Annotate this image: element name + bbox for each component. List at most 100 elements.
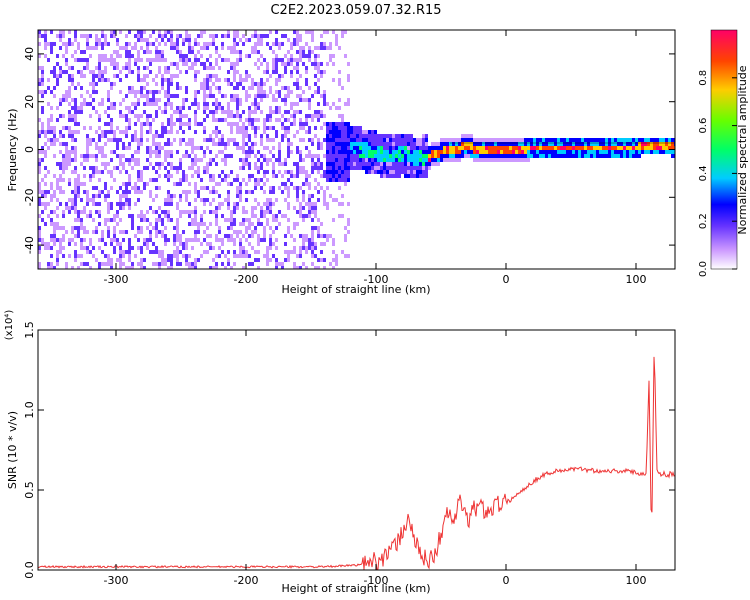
heatmap-cell: [260, 226, 263, 230]
heatmap-cell: [269, 54, 272, 58]
heatmap-cell: [83, 174, 86, 178]
heatmap-cell: [299, 82, 302, 86]
heatmap-cell: [89, 46, 92, 50]
heatmap-cell: [209, 98, 212, 102]
heatmap-cell: [242, 146, 245, 150]
heatmap-cell: [242, 114, 245, 118]
heatmap-cell: [212, 150, 215, 154]
heatmap-cell: [263, 210, 266, 214]
heatmap-cell: [251, 82, 254, 86]
heatmap-cell: [119, 78, 122, 82]
heatmap-cell: [140, 66, 143, 70]
heatmap-cell: [224, 250, 227, 254]
heatmap-cell: [71, 126, 74, 130]
heatmap-cell: [149, 262, 152, 266]
heatmap-cell: [350, 134, 353, 138]
heatmap-cell: [248, 54, 251, 58]
heatmap-cell: [149, 150, 152, 154]
heatmap-cell: [74, 162, 77, 166]
heatmap-cell: [338, 42, 341, 46]
heatmap-cell: [233, 110, 236, 114]
heatmap-cell: [365, 178, 368, 182]
heatmap-cell: [344, 178, 347, 182]
heatmap-cell: [188, 126, 191, 130]
heatmap-cell: [248, 74, 251, 78]
heatmap-cell: [272, 174, 275, 178]
heatmap-cell: [113, 58, 116, 62]
heatmap-cell: [158, 198, 161, 202]
heatmap-cell: [41, 90, 44, 94]
heatmap-cell: [71, 78, 74, 82]
heatmap-cell: [197, 198, 200, 202]
heatmap-cell: [293, 242, 296, 246]
heatmap-cell: [104, 194, 107, 198]
heatmap-cell: [143, 198, 146, 202]
heatmap-cell: [92, 170, 95, 174]
heatmap-cell: [344, 182, 347, 186]
heatmap-cell: [188, 50, 191, 54]
heatmap-cell: [107, 178, 110, 182]
heatmap-cell: [167, 218, 170, 222]
heatmap-cell: [179, 106, 182, 110]
heatmap-cell: [299, 86, 302, 90]
heatmap-cell: [275, 222, 278, 226]
heatmap-cell: [62, 138, 65, 142]
heatmap-cell: [122, 82, 125, 86]
heatmap-cell: [74, 74, 77, 78]
heatmap-cell: [131, 50, 134, 54]
heatmap-cell: [134, 266, 137, 269]
heatmap-cell: [191, 178, 194, 182]
heatmap-cell: [41, 246, 44, 250]
heatmap-cell: [170, 170, 173, 174]
heatmap-cell: [257, 258, 260, 262]
heatmap-cell: [278, 170, 281, 174]
heatmap-cell: [134, 46, 137, 50]
heatmap-cell: [98, 66, 101, 70]
heatmap-cell: [230, 130, 233, 134]
heatmap-cell: [221, 62, 224, 66]
heatmap-cell: [266, 190, 269, 194]
heatmap-cell: [98, 266, 101, 269]
heatmap-cell: [128, 102, 131, 106]
heatmap-cell: [104, 106, 107, 110]
heatmap-cell: [203, 154, 206, 158]
heatmap-cell: [239, 242, 242, 246]
heatmap-cell: [248, 170, 251, 174]
heatmap-cell: [119, 130, 122, 134]
heatmap-cell: [323, 230, 326, 234]
heatmap-cell: [143, 166, 146, 170]
heatmap-cell: [185, 98, 188, 102]
heatmap-cell: [191, 46, 194, 50]
heatmap-cell: [341, 162, 344, 166]
heatmap-cell: [140, 262, 143, 266]
heatmap-cell: [227, 118, 230, 122]
heatmap-cell: [155, 154, 158, 158]
heatmap-cell: [62, 126, 65, 130]
heatmap-cell: [164, 42, 167, 46]
heatmap-cell: [53, 110, 56, 114]
heatmap-cell: [104, 150, 107, 154]
heatmap-cell: [239, 54, 242, 58]
heatmap-cell: [335, 42, 338, 46]
heatmap-cell: [206, 154, 209, 158]
heatmap-cell: [98, 50, 101, 54]
heatmap-cell: [107, 258, 110, 262]
heatmap-cell: [161, 154, 164, 158]
heatmap-cell: [227, 206, 230, 210]
heatmap-cell: [59, 194, 62, 198]
heatmap-cell: [161, 258, 164, 262]
heatmap-cell: [239, 262, 242, 266]
heatmap-cell: [350, 94, 353, 98]
heatmap-cell: [227, 226, 230, 230]
heatmap-cell: [68, 98, 71, 102]
heatmap-cell: [119, 110, 122, 114]
heatmap-cell: [116, 262, 119, 266]
heatmap-cell: [152, 198, 155, 202]
heatmap-cell: [173, 202, 176, 206]
heatmap-cell: [368, 146, 371, 150]
heatmap-cell: [182, 170, 185, 174]
heatmap-cell: [272, 50, 275, 54]
heatmap-cell: [170, 118, 173, 122]
heatmap-cell: [251, 262, 254, 266]
heatmap-cell: [290, 210, 293, 214]
